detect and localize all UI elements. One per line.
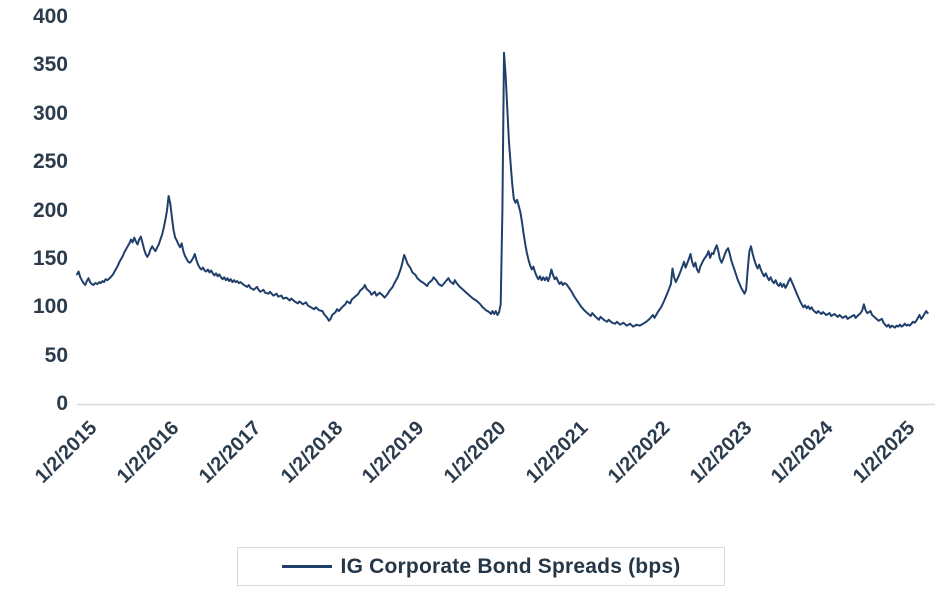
line-chart-plot: [76, 51, 935, 406]
x-axis-tick-label: 1/2/2022: [603, 417, 675, 488]
legend: IG Corporate Bond Spreads (bps): [237, 547, 725, 586]
x-axis-tick-label: 1/2/2018: [276, 417, 347, 488]
x-axis-tick-label: 1/2/2019: [358, 417, 429, 488]
x-axis-tick-label: 1/2/2025: [848, 417, 920, 488]
y-axis-tick-label: 100: [32, 295, 68, 319]
y-axis-tick-label: 150: [32, 246, 68, 270]
y-axis-tick-label: 350: [32, 53, 68, 77]
spread-series-line: [76, 51, 929, 329]
x-axis-tick-label: 1/2/2017: [194, 417, 266, 488]
x-axis-tick-label: 1/2/2023: [685, 417, 756, 488]
x-axis-tick-label: 1/2/2015: [30, 417, 102, 488]
y-axis-tick-label: 200: [32, 198, 68, 222]
y-axis-tick-label: 0: [56, 392, 68, 415]
y-axis-tick-label: 50: [44, 343, 68, 367]
x-axis-tick-label: 1/2/2020: [439, 417, 511, 488]
x-axis-tick-label: 1/2/2021: [521, 417, 593, 488]
x-axis-tick-label: 1/2/2024: [767, 417, 838, 488]
legend-series-label: IG Corporate Bond Spreads (bps): [340, 554, 681, 578]
legend-line-sample-icon: [281, 565, 332, 568]
y-axis-tick-label: 300: [32, 101, 68, 125]
y-axis-tick-label: 400: [32, 5, 68, 28]
x-axis-tick-label: 1/2/2016: [112, 417, 184, 488]
y-axis-tick-label: 250: [32, 150, 68, 174]
